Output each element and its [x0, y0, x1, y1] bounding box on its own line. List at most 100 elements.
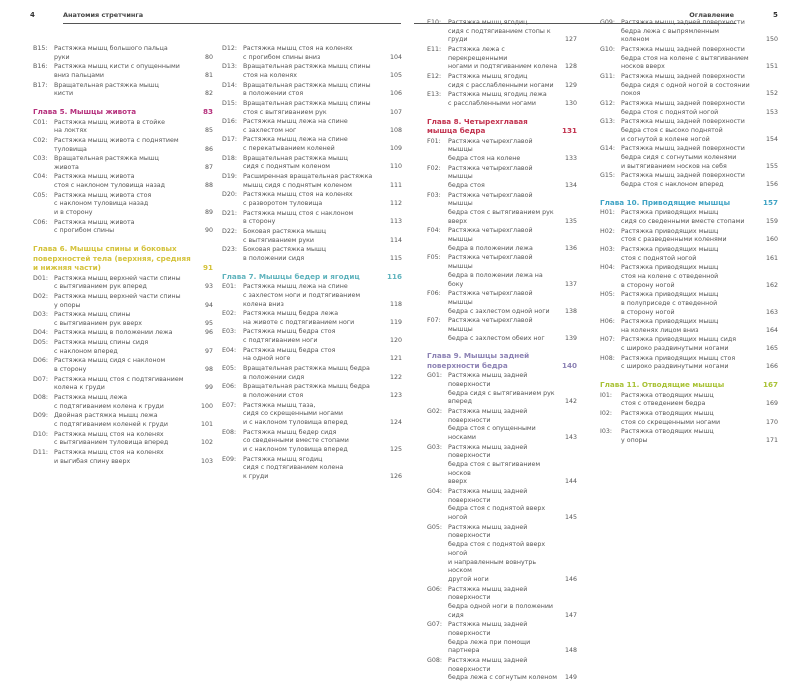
- toc-entry[interactable]: C05: Растяжка мышц живота стоя с наклоном …: [33, 192, 213, 218]
- toc-entry[interactable]: D19: Расширенная вращательная растяжка мыш…: [222, 173, 402, 190]
- toc-entry[interactable]: I03: Растяжка отводящих мышц у опоры 171: [600, 428, 778, 445]
- toc-chapter-heading[interactable]: Глава 11. Отводящие мышцы 167: [600, 380, 778, 390]
- entry-text-line: Растяжка мышц стоя на коленях: [54, 448, 164, 456]
- toc-entry[interactable]: D03: Растяжка мышц спины с вытягиванием ру…: [33, 311, 213, 328]
- toc-entry[interactable]: C02: Растяжка мышц живота с поднятием туло…: [33, 137, 213, 154]
- toc-entry[interactable]: C04: Растяжка мышц живота стоя с наклоном …: [33, 173, 213, 190]
- toc-entry[interactable]: E11: Растяжка лежа с перекрещенными ногами…: [427, 46, 577, 72]
- toc-entry[interactable]: F02: Растяжка четырехглавой мышцы бедра ст…: [427, 165, 577, 191]
- toc-entry[interactable]: E07: Растяжка мышц таза, сидя со скрещенны…: [222, 402, 402, 428]
- entry-code: E04:: [222, 346, 237, 354]
- toc-entry[interactable]: C06: Растяжка мышц живота с прогибом спины…: [33, 219, 213, 236]
- toc-entry[interactable]: D07: Растяжка мышц стоя с подтягиванием ко…: [33, 376, 213, 393]
- toc-entry[interactable]: H01: Растяжка приводящих мышц сидя со свед…: [600, 209, 778, 226]
- toc-entry[interactable]: E12: Растяжка мышц ягодиц сидя с расслабле…: [427, 73, 577, 90]
- entry-title: Растяжка лежа с перекрещенными ногами и п…: [448, 46, 559, 72]
- toc-entry[interactable]: G14: Растяжка мышц задней поверхности бедр…: [600, 145, 778, 171]
- toc-entry[interactable]: D09: Двойная растяжка мышц лежа с подтягив…: [33, 412, 213, 429]
- toc-entry[interactable]: G13: Растяжка мышц задней поверхности бедр…: [600, 118, 778, 144]
- toc-entry[interactable]: D01: Растяжка мышц верхней части спины с в…: [33, 275, 213, 292]
- toc-entry[interactable]: D15: Вращательная растяжка мышц спины стоя…: [222, 100, 402, 117]
- toc-entry[interactable]: G01: Растяжка мышц задней поверхности бедр…: [427, 372, 577, 407]
- toc-entry[interactable]: G11: Растяжка мышц задней поверхности бедр…: [600, 73, 778, 99]
- toc-entry[interactable]: H07: Растяжка приводящих мышц сидя с широк…: [600, 336, 778, 353]
- toc-entry[interactable]: D08: Растяжка мышц лежа с подтягиванием ко…: [33, 394, 213, 411]
- entry-page-number: 108: [389, 126, 402, 134]
- toc-entry[interactable]: F05: Растяжка четырехглавой мышцы бедра в …: [427, 254, 577, 289]
- toc-chapter-heading[interactable]: Глава 10. Приводящие мышцы 157: [600, 198, 778, 208]
- toc-chapter-heading[interactable]: Глава 6. Мышцы спины и боковых поверхнос…: [33, 244, 213, 273]
- toc-entry[interactable]: D11: Растяжка мышц стоя на коленях и выгиб…: [33, 449, 213, 466]
- toc-entry[interactable]: E04: Растяжка мышц бедра стоя на одной ног…: [222, 347, 402, 364]
- toc-entry[interactable]: C03: Вращательная растяжка мышц живота 87: [33, 155, 213, 172]
- toc-entry[interactable]: D22: Боковая растяжка мышц с вытягиванием …: [222, 228, 402, 245]
- toc-entry[interactable]: H06: Растяжка приводящих мышц на коленях л…: [600, 318, 778, 335]
- toc-entry[interactable]: D04: Растяжка мышц в положении лежа 96: [33, 329, 213, 338]
- toc-entry[interactable]: D18: Вращательная растяжка мышц сидя с под…: [222, 155, 402, 172]
- toc-entry[interactable]: H03: Растяжка приводящих мышц стоя с подня…: [600, 246, 778, 263]
- toc-chapter-heading[interactable]: Глава 5. Мышцы живота 83: [33, 107, 213, 117]
- toc-entry[interactable]: E02: Растяжка мышц бедра лежа на животе с …: [222, 310, 402, 327]
- toc-entry[interactable]: G15: Растяжка мышц задней поверхности бедр…: [600, 172, 778, 189]
- toc-entry[interactable]: D23: Боковая растяжка мышц в положении сид…: [222, 246, 402, 263]
- toc-entry[interactable]: I01: Растяжка отводящих мышц стоя с отведе…: [600, 392, 778, 409]
- toc-entry[interactable]: H08: Растяжка приводящих мышц стоя с широк…: [600, 355, 778, 372]
- toc-entry[interactable]: I02: Растяжка отводящих мышц стоя со скрещ…: [600, 410, 778, 427]
- toc-entry[interactable]: E08: Растяжка мышц бедер сидя со сведенным…: [222, 429, 402, 455]
- toc-entry[interactable]: E13: Растяжка мышц ягодиц лежа с расслабле…: [427, 91, 577, 108]
- entry-text-line: Растяжка приводящих мышц: [621, 227, 719, 235]
- toc-entry[interactable]: D12: Растяжка мышц стоя на коленях с проги…: [222, 45, 402, 62]
- toc-entry[interactable]: G05: Растяжка мышц задней поверхности бедр…: [427, 524, 577, 585]
- toc-entry[interactable]: D20: Растяжка мышц стоя на коленях с разво…: [222, 191, 402, 208]
- toc-chapter-heading[interactable]: Глава 9. Мышцы задней поверхности бедра 1…: [427, 351, 577, 370]
- toc-entry[interactable]: G10: Растяжка мышц задней поверхности бедр…: [600, 46, 778, 72]
- toc-entry[interactable]: G12: Растяжка мышц задней поверхности бедр…: [600, 100, 778, 117]
- toc-entry[interactable]: D16: Растяжка мышц лежа на спине с захлест…: [222, 118, 402, 135]
- entry-title: Растяжка мышц таза, сидя со скрещенными н…: [243, 402, 384, 428]
- toc-entry[interactable]: E09: Растяжка мышц ягодиц сидя с подтягива…: [222, 456, 402, 482]
- entry-page-number: 137: [564, 280, 577, 288]
- toc-chapter-heading[interactable]: Глава 7. Мышцы бедер и ягодиц 116: [222, 272, 402, 282]
- toc-entry[interactable]: D10: Растяжка мышц стоя на коленях с вытяг…: [33, 431, 213, 448]
- toc-entry[interactable]: H04: Растяжка приводящих мышц стоя на коле…: [600, 264, 778, 290]
- toc-entry[interactable]: B16: Растяжка мышц кисти с опущенными вниз…: [33, 63, 213, 80]
- toc-entry[interactable]: F04: Растяжка четырехглавой мышцы бедра в …: [427, 227, 577, 253]
- toc-entry[interactable]: G06: Растяжка мышц задней поверхности бедр…: [427, 586, 577, 621]
- toc-entry[interactable]: D02: Растяжка мышц верхней части спины у о…: [33, 293, 213, 310]
- toc-entry[interactable]: E10: Растяжка мышц ягодиц сидя с подтягива…: [427, 19, 577, 45]
- entry-title: Растяжка мышц стоя на коленях с прогибом …: [243, 45, 384, 62]
- toc-entry[interactable]: G07: Растяжка мышц задней поверхности бедр…: [427, 621, 577, 656]
- toc-entry[interactable]: E06: Вращательная растяжка мышц бедра в по…: [222, 383, 402, 400]
- entry-text-line: и согнутой в колене ногой: [621, 135, 710, 143]
- toc-entry[interactable]: F06: Растяжка четырехглавой мышцы бедра с …: [427, 290, 577, 316]
- toc-entry[interactable]: D05: Растяжка мышц спины сидя с наклоном в…: [33, 339, 213, 356]
- toc-entry[interactable]: G03: Растяжка мышц задней поверхности бедр…: [427, 444, 577, 488]
- toc-entry[interactable]: D21: Растяжка мышц стоя с наклоном в сторо…: [222, 210, 402, 227]
- entry-page-number: 104: [389, 53, 402, 61]
- toc-entry[interactable]: E03: Растяжка мышц бедра стоя с подтягиван…: [222, 328, 402, 345]
- toc-entry[interactable]: G04: Растяжка мышц задней поверхности бедр…: [427, 488, 577, 523]
- toc-entry[interactable]: F03: Растяжка четырехглавой мышцы бедра ст…: [427, 192, 577, 227]
- toc-chapter-heading[interactable]: Глава 8. Четырехглавая мышца бедра 131: [427, 117, 577, 136]
- toc-entry[interactable]: G09: Растяжка мышц задней поверхности бедр…: [600, 19, 778, 45]
- entry-code: F01:: [427, 137, 441, 145]
- entry-title: Растяжка приводящих мышц сидя со сведенны…: [621, 209, 760, 226]
- toc-entry[interactable]: H02: Растяжка приводящих мышц стоя с разве…: [600, 228, 778, 245]
- entry-page-number: 148: [564, 647, 577, 655]
- toc-entry[interactable]: G08: Растяжка мышц задней поверхности бедр…: [427, 657, 577, 683]
- toc-entry[interactable]: C01: Растяжка мышц живота в стойке на локт…: [33, 119, 213, 136]
- toc-entry[interactable]: F07: Растяжка четырехглавой мышцы бедра с …: [427, 317, 577, 343]
- entry-text-line: Растяжка мышц в положении лежа: [54, 329, 173, 337]
- toc-entry[interactable]: D17: Растяжка мышц лежа на спине с перекат…: [222, 136, 402, 153]
- toc-entry[interactable]: E01: Растяжка мышц лежа на спине с захлест…: [222, 283, 402, 309]
- toc-entry[interactable]: D06: Растяжка мышц сидя с наклоном в сторо…: [33, 357, 213, 374]
- toc-entry[interactable]: H05: Растяжка приводящих мышц в полуприсед…: [600, 291, 778, 317]
- toc-entry[interactable]: B15: Растяжка мышц большого пальца руки 80: [33, 45, 213, 62]
- toc-entry[interactable]: D13: Вращательная растяжка мышц спины стоя…: [222, 63, 402, 80]
- toc-entry[interactable]: D14: Вращательная растяжка мышц спины в по…: [222, 82, 402, 99]
- toc-entry[interactable]: B17: Вращательная растяжка мышц кисти 82: [33, 82, 213, 99]
- toc-entry[interactable]: G02: Растяжка мышц задней поверхности бедр…: [427, 408, 577, 443]
- entry-code: H08:: [600, 354, 615, 362]
- toc-entry[interactable]: E05: Вращательная растяжка мышц бедра в по…: [222, 365, 402, 382]
- toc-entry[interactable]: F01: Растяжка четырехглавой мышцы бедра ст…: [427, 138, 577, 164]
